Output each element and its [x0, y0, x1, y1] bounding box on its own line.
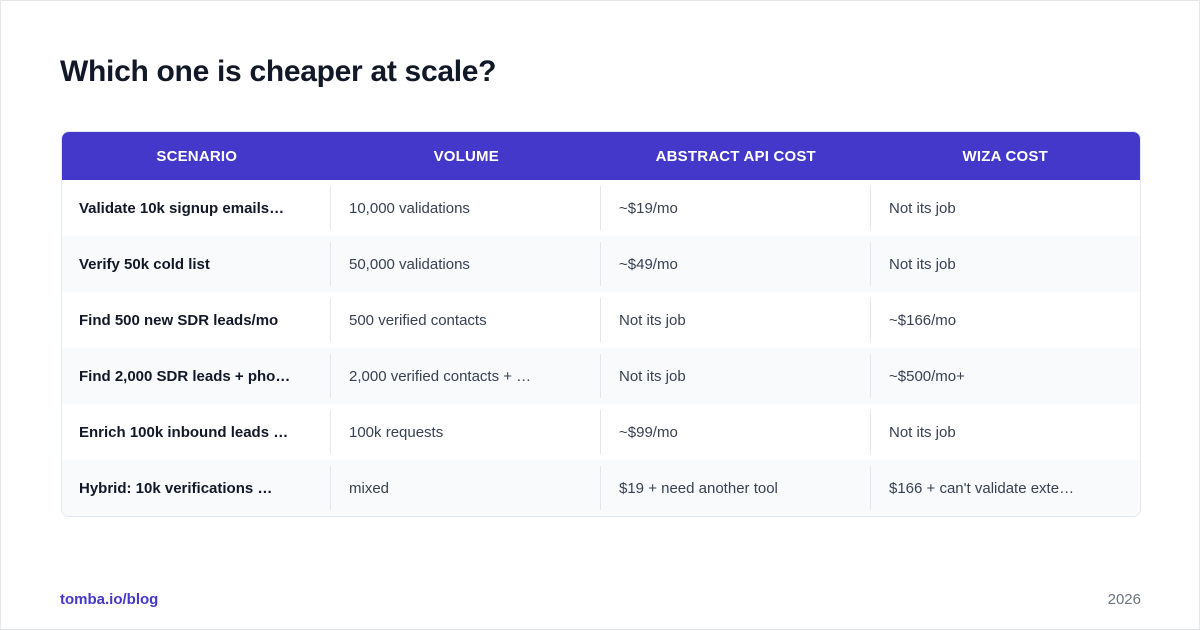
column-header: SCENARIO [156, 147, 238, 165]
footer-year: 2026 [1107, 591, 1141, 608]
table-cell: $166 + can't validate exte… [870, 466, 1140, 510]
table-cell: ~$19/mo [600, 186, 870, 230]
table-cell: Not its job [600, 298, 870, 342]
table-cell: ~$99/mo [600, 410, 870, 454]
title: Which one is cheaper at scale? [60, 55, 497, 88]
table-cell: Enrich 100k inbound leads … [79, 423, 289, 441]
table-cell: 2,000 verified contacts + … [330, 354, 600, 398]
table: SCENARIO VOLUME ABSTRACT API COST WIZA COST… [61, 131, 1141, 517]
table-cell: 500 verified contacts [330, 298, 600, 342]
table-cell: Find 2,000 SDR leads + pho… [79, 367, 291, 385]
table-row: Verify 50k cold list 50,000 validations ~$… [62, 236, 1140, 292]
table-row: Find 500 new SDR leads/mo 500 verified co… [62, 292, 1140, 348]
table-cell: Not its job [870, 186, 1140, 230]
table-cell: Find 500 new SDR leads/mo [79, 311, 279, 329]
table-header: SCENARIO VOLUME ABSTRACT API COST WIZA COST [62, 132, 1140, 180]
table-cell: ~$166/mo [870, 298, 1140, 342]
table-cell: mixed [330, 466, 600, 510]
table-row: Enrich 100k inbound leads … 100k requests… [62, 404, 1140, 460]
column-header: VOLUME [433, 147, 499, 165]
table-cell: Not its job [600, 354, 870, 398]
table-cell: Hybrid: 10k verifications … [79, 479, 273, 497]
table-cell: 100k requests [330, 410, 600, 454]
table-row: Validate 10k signup emails… 10,000 valida… [62, 180, 1140, 236]
table-cell: Verify 50k cold list [79, 255, 210, 273]
table-cell: Not its job [870, 410, 1140, 454]
table-cell: ~$500/mo+ [870, 354, 1140, 398]
column-header: WIZA COST [962, 147, 1048, 165]
table-cell: ~$49/mo [600, 242, 870, 286]
table-cell: 50,000 validations [330, 242, 600, 286]
column-header: ABSTRACT API COST [655, 147, 816, 165]
table-cell: Validate 10k signup emails… [79, 199, 285, 217]
table-cell: $19 + need another tool [600, 466, 870, 510]
footer-source[interactable]: tomba.io/blog [60, 591, 159, 608]
table-row: Hybrid: 10k verifications … mixed $19 + ne… [62, 460, 1140, 516]
table-row: Find 2,000 SDR leads + pho… 2,000 verifie… [62, 348, 1140, 404]
table-cell: 10,000 validations [330, 186, 600, 230]
table-cell: Not its job [870, 242, 1140, 286]
